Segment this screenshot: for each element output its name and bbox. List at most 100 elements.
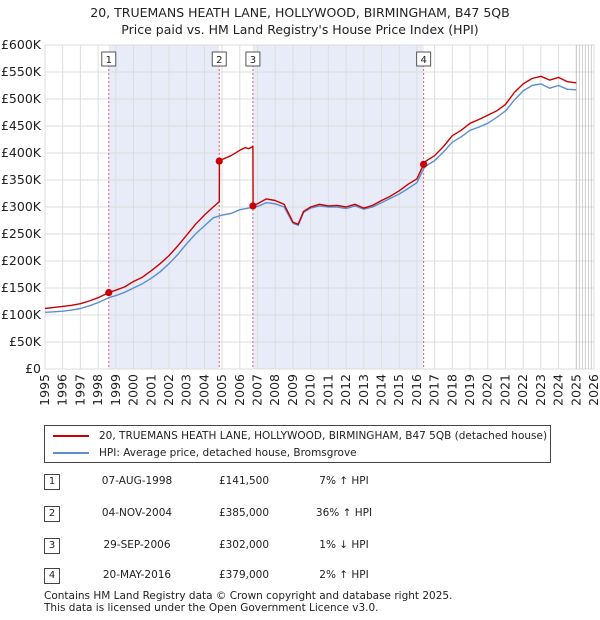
sale-marker-box-1 [101, 51, 117, 67]
x-tick-label: 2016 [409, 374, 424, 406]
sale-point-3 [249, 202, 257, 210]
x-axis-labels: 1995 1996 1997 1998 1999 2000 2001 2002 2003 2004… [37, 374, 600, 406]
y-tick-label: £0 [25, 361, 41, 376]
sale-hpi-diff: 1% ↓ HPI [319, 539, 369, 551]
x-tick-label: 2025 [568, 374, 583, 406]
sale-hpi-diff: 7% ↑ HPI [319, 475, 369, 487]
sale-marker-label-1: 1 [106, 55, 112, 66]
sale-number: 2 [44, 506, 60, 522]
sale-point-4 [420, 160, 428, 168]
sale-point-1 [105, 288, 113, 297]
x-tick-label: 2013 [356, 374, 371, 406]
x-tick-label: 2005 [214, 374, 229, 406]
x-tick-label: 2002 [161, 374, 176, 406]
x-tick-label: 2011 [320, 374, 335, 406]
legend-label-property: 20, TRUEMANS HEATH LANE, HOLLYWOOD, BIRM… [99, 430, 548, 442]
chart-title: 20, TRUEMANS HEATH LANE, HOLLYWOOD, BIRM… [0, 4, 600, 38]
table-row: 1 07-AUG-1998 £141,500 7% ↑ HPI [44, 474, 464, 490]
sale-marker-label-4: 4 [420, 55, 426, 66]
sale-number: 3 [44, 538, 60, 554]
sale-number-markers: 1 2 3 4 [101, 51, 432, 67]
y-tick-label: £50K [9, 334, 42, 349]
sale-date: 07-AUG-1998 [101, 475, 173, 487]
x-tick-label: 2024 [551, 374, 566, 406]
sale-price: £302,000 [218, 539, 270, 551]
x-tick-label: 1999 [108, 374, 123, 406]
y-tick-label: £200K [1, 253, 42, 268]
x-tick-label: 2012 [338, 374, 353, 406]
sale-price: £385,000 [218, 507, 270, 519]
y-tick-label: £400K [1, 145, 42, 160]
x-tick-label: 2019 [462, 374, 477, 406]
sale-date: 29-SEP-2006 [103, 539, 171, 551]
x-tick-label: 2022 [515, 374, 530, 406]
x-tick-label: 2015 [391, 374, 406, 406]
sale-price: £141,500 [218, 475, 270, 487]
x-tick-label: 2020 [480, 374, 495, 406]
price-chart: £0 £50K £100K £150K £200K £250K £300K £350K £400… [1, 37, 600, 406]
x-tick-label: 2023 [533, 374, 548, 406]
y-tick-label: £450K [1, 118, 42, 133]
hpi-line [44, 83, 577, 313]
sale-marker-label-2: 2 [216, 55, 222, 66]
series-lines [44, 75, 577, 313]
projection-hatch [575, 45, 592, 369]
x-tick-label: 1995 [37, 374, 52, 406]
x-tick-label: 1998 [90, 374, 105, 406]
sale-marker-label-3: 3 [250, 55, 256, 66]
legend: 20, TRUEMANS HEATH LANE, HOLLYWOOD, BIRM… [44, 425, 551, 463]
y-tick-label: £300K [1, 199, 42, 214]
sale-points [105, 157, 428, 297]
y-tick-label: £350K [1, 172, 42, 187]
x-tick-label: 2004 [196, 374, 211, 406]
x-tick-label: 2009 [285, 374, 300, 406]
sale-hpi-diff: 36% ↑ HPI [315, 507, 373, 519]
x-tick-label: 2010 [303, 374, 318, 406]
sale-date: 20-MAY-2016 [102, 569, 172, 581]
sale-number: 1 [44, 474, 60, 490]
title-line-2: Price paid vs. HM Land Registry's House … [121, 22, 479, 37]
footer: Contains HM Land Registry data © Crown c… [44, 590, 452, 614]
footer-line-2: This data is licensed under the Open Gov… [44, 602, 379, 614]
y-tick-label: £600K [1, 37, 42, 52]
x-tick-label: 2008 [267, 374, 282, 406]
sale-marker-box-3 [245, 51, 261, 67]
legend-item-property: 20, TRUEMANS HEATH LANE, HOLLYWOOD, BIRM… [53, 428, 547, 444]
legend-label-hpi: HPI: Average price, detached house, Brom… [99, 447, 357, 459]
x-tick-label: 2006 [232, 374, 247, 406]
x-tick-label: 2007 [250, 374, 265, 406]
sale-point-2 [215, 157, 223, 165]
x-tick-label: 2026 [586, 374, 600, 406]
table-row: 4 20-MAY-2016 £379,000 2% ↑ HPI [44, 568, 464, 584]
legend-item-hpi: HPI: Average price, detached house, Brom… [53, 445, 357, 461]
sale-marker-box-4 [416, 51, 432, 67]
x-tick-label: 2014 [373, 374, 388, 406]
table-row: 3 29-SEP-2006 £302,000 1% ↓ HPI [44, 538, 464, 554]
x-tick-label: 2001 [143, 374, 158, 406]
sale-number: 4 [44, 568, 60, 584]
x-tick-label: 2000 [126, 374, 141, 406]
title-line-1: 20, TRUEMANS HEATH LANE, HOLLYWOOD, BIRM… [90, 5, 510, 20]
x-tick-label: 2017 [427, 374, 442, 406]
sale-price: £379,000 [218, 569, 270, 581]
y-tick-label: £150K [1, 280, 42, 295]
y-tick-label: £550K [1, 64, 42, 79]
footer-line-1: Contains HM Land Registry data © Crown c… [44, 590, 453, 602]
sale-date: 04-NOV-2004 [101, 507, 173, 519]
sale-marker-box-2 [211, 51, 227, 67]
x-tick-label: 1997 [72, 374, 87, 406]
grid-lines [44, 44, 595, 370]
y-tick-label: £500K [1, 91, 42, 106]
y-axis-labels: £0 £50K £100K £150K £200K £250K £300K £350K £400… [1, 37, 42, 376]
x-tick-label: 1996 [55, 374, 70, 406]
sale-marker-lines [108, 65, 425, 369]
sale-hpi-diff: 2% ↑ HPI [319, 569, 369, 581]
x-tick-label: 2018 [444, 374, 459, 406]
property-price-line [44, 75, 577, 310]
table-row: 2 04-NOV-2004 £385,000 36% ↑ HPI [44, 506, 464, 522]
legend-swatch-hpi [53, 452, 89, 454]
x-tick-label: 2021 [497, 374, 512, 406]
y-tick-label: £100K [1, 307, 42, 322]
y-tick-label: £250K [1, 226, 42, 241]
legend-swatch-property [53, 435, 89, 437]
